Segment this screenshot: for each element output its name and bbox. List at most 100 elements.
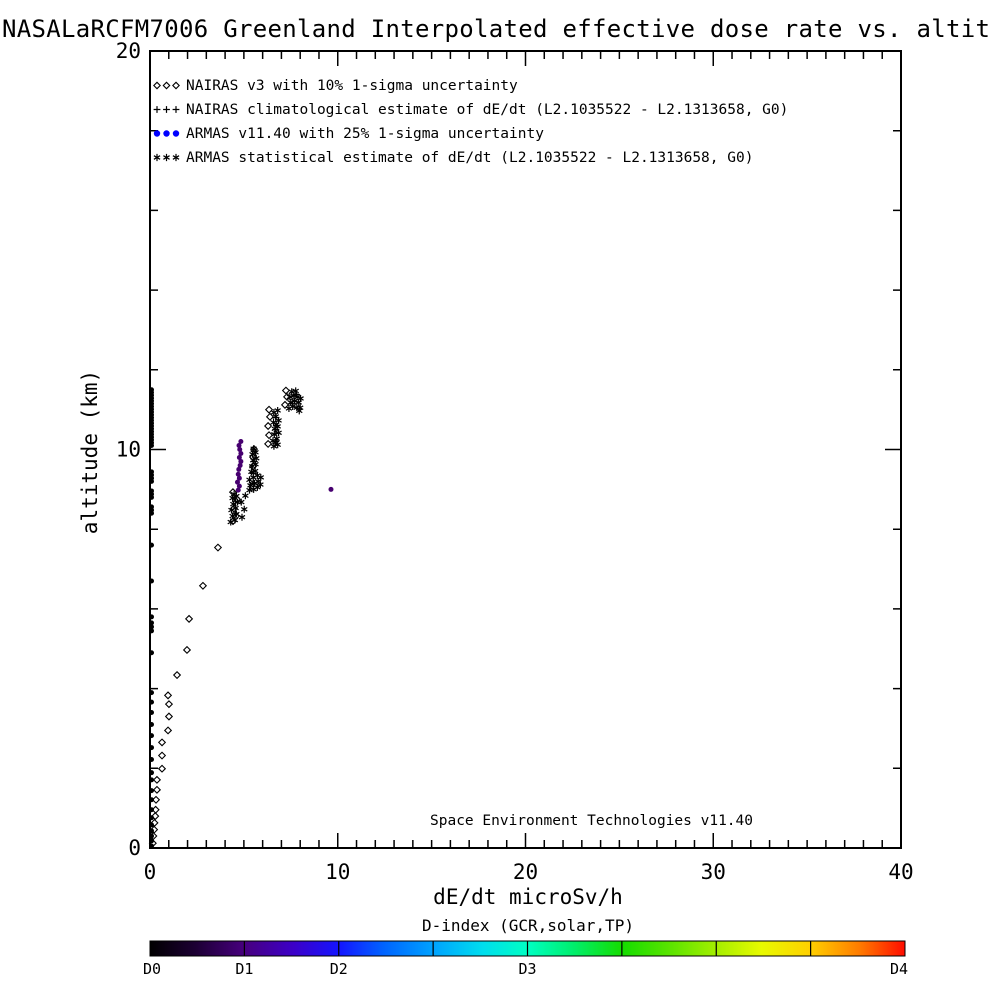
data-point-asterisk <box>233 510 240 518</box>
data-point-diamond <box>184 614 194 623</box>
data-point-dot <box>149 777 155 783</box>
data-point-dot <box>238 439 244 445</box>
colorbar-tick-label: D2 <box>330 960 348 978</box>
legend-row-nairas-clim: NAIRAS climatological estimate of dE/dt … <box>153 102 788 118</box>
data-point-asterisk <box>275 429 282 437</box>
data-point-dot <box>149 510 155 516</box>
data-point-dot <box>149 797 155 803</box>
data-point-asterisk <box>271 425 279 433</box>
data-point-diamond <box>282 392 292 401</box>
data-point-dot <box>149 843 155 849</box>
data-point-dot <box>149 833 155 839</box>
plot-frame <box>149 50 902 849</box>
data-point-dot <box>149 650 155 656</box>
data-point-dot <box>149 733 155 739</box>
colorbar-title: D-index (GCR,solar,TP) <box>422 916 634 935</box>
data-point-dot <box>149 822 155 828</box>
data-point-dot <box>149 542 155 548</box>
colorbar-tick-label: D1 <box>235 960 253 978</box>
colorbar-tick-label: D4 <box>890 960 908 978</box>
data-point-asterisk <box>274 406 281 414</box>
data-point-dot <box>236 454 242 460</box>
colorbar: D0 D1 D2 D3 D4 <box>143 940 908 978</box>
x-tick-label: 20 <box>513 860 538 884</box>
data-point-dot <box>328 486 334 492</box>
y-tick-label: 10 <box>116 438 141 462</box>
x-tick-label: 30 <box>701 860 726 884</box>
colorbar-tick-labels: D0 D1 D2 D3 D4 <box>143 960 908 978</box>
data-point-asterisk <box>257 473 265 481</box>
data-point-dot <box>234 479 240 485</box>
plus-marker-icon <box>153 106 180 113</box>
data-point-diamond <box>213 543 223 552</box>
legend-label: NAIRAS v3 with 10% 1-sigma uncertainty <box>186 78 518 94</box>
data-point-dot <box>149 620 155 626</box>
data-point-dot <box>149 807 155 813</box>
data-point-dot <box>235 471 241 477</box>
data-point-dot <box>236 483 242 489</box>
data-point-dot <box>149 478 155 484</box>
data-point-asterisk <box>272 438 279 446</box>
data-point-diamond <box>152 775 162 784</box>
data-point-diamond <box>264 431 274 440</box>
data-point-asterisk <box>257 481 264 489</box>
x-tick-label: 10 <box>325 860 350 884</box>
data-point-asterisk <box>250 445 257 453</box>
data-point-dot <box>236 466 242 472</box>
data-point-asterisk <box>272 420 280 428</box>
colorbar-dividers <box>243 941 812 956</box>
data-point-dot <box>149 757 155 763</box>
data-point-dot <box>149 628 155 634</box>
data-point-diamond <box>157 738 167 747</box>
data-point-asterisk <box>288 388 296 396</box>
watermark-text: Space Environment Technologies v11.40 <box>430 813 753 829</box>
y-tick-label: 0 <box>128 836 141 860</box>
data-point-dot <box>149 699 155 705</box>
data-point-dot <box>235 487 241 493</box>
data-point-diamond <box>157 751 167 760</box>
data-point-dot <box>149 828 155 834</box>
data-point-asterisk <box>246 486 253 494</box>
data-point-dot <box>149 745 155 751</box>
data-point-asterisk <box>230 490 238 498</box>
data-point-dot <box>149 614 155 620</box>
data-point-diamond <box>151 795 161 804</box>
x-axis-title: dE/dt microSv/h <box>433 885 623 909</box>
data-point-diamond <box>157 764 167 773</box>
data-point-diamond <box>152 785 162 794</box>
data-point-diamond <box>163 691 173 700</box>
data-point-asterisk <box>252 454 260 462</box>
data-point-dot <box>149 624 155 630</box>
data-point-diamond <box>150 818 159 827</box>
legend: NAIRAS v3 with 10% 1-sigma uncertainty N… <box>153 78 788 166</box>
data-point-diamond <box>265 412 275 421</box>
data-point-asterisk <box>297 394 304 402</box>
data-point-dot <box>238 458 244 464</box>
y-tick-label: 20 <box>116 39 141 63</box>
data-point-dot <box>149 578 155 584</box>
data-point-asterisk <box>295 407 303 415</box>
data-point-dot <box>236 475 242 481</box>
x-tick-label: 0 <box>144 860 157 884</box>
data-point-diamond <box>264 421 273 431</box>
data-point-dot <box>149 721 155 727</box>
y-axis-title: altitude (km) <box>78 370 102 534</box>
colorbar-tick-label: D3 <box>518 960 536 978</box>
diamond-marker-icon <box>153 81 180 90</box>
data-point-asterisk <box>292 387 300 395</box>
data-point-diamond <box>164 700 174 709</box>
data-point-diamond <box>280 400 290 409</box>
data-point-asterisk <box>291 397 298 405</box>
data-point-dot <box>237 462 243 468</box>
data-point-dot <box>149 815 155 821</box>
data-point-asterisk <box>238 513 246 521</box>
data-point-diamond <box>281 386 291 395</box>
legend-row-nairas-v3: NAIRAS v3 with 10% 1-sigma uncertainty <box>153 78 518 94</box>
data-point-dot <box>237 447 243 452</box>
asterisk-marker-icon <box>153 153 180 162</box>
data-point-diamond <box>264 405 274 414</box>
data-point-asterisk <box>251 467 259 475</box>
data-point-dot <box>149 770 155 776</box>
chart-title: NASALaRCFM7006 Greenland Interpolated ef… <box>2 15 990 43</box>
data-point-diamond <box>163 726 173 735</box>
